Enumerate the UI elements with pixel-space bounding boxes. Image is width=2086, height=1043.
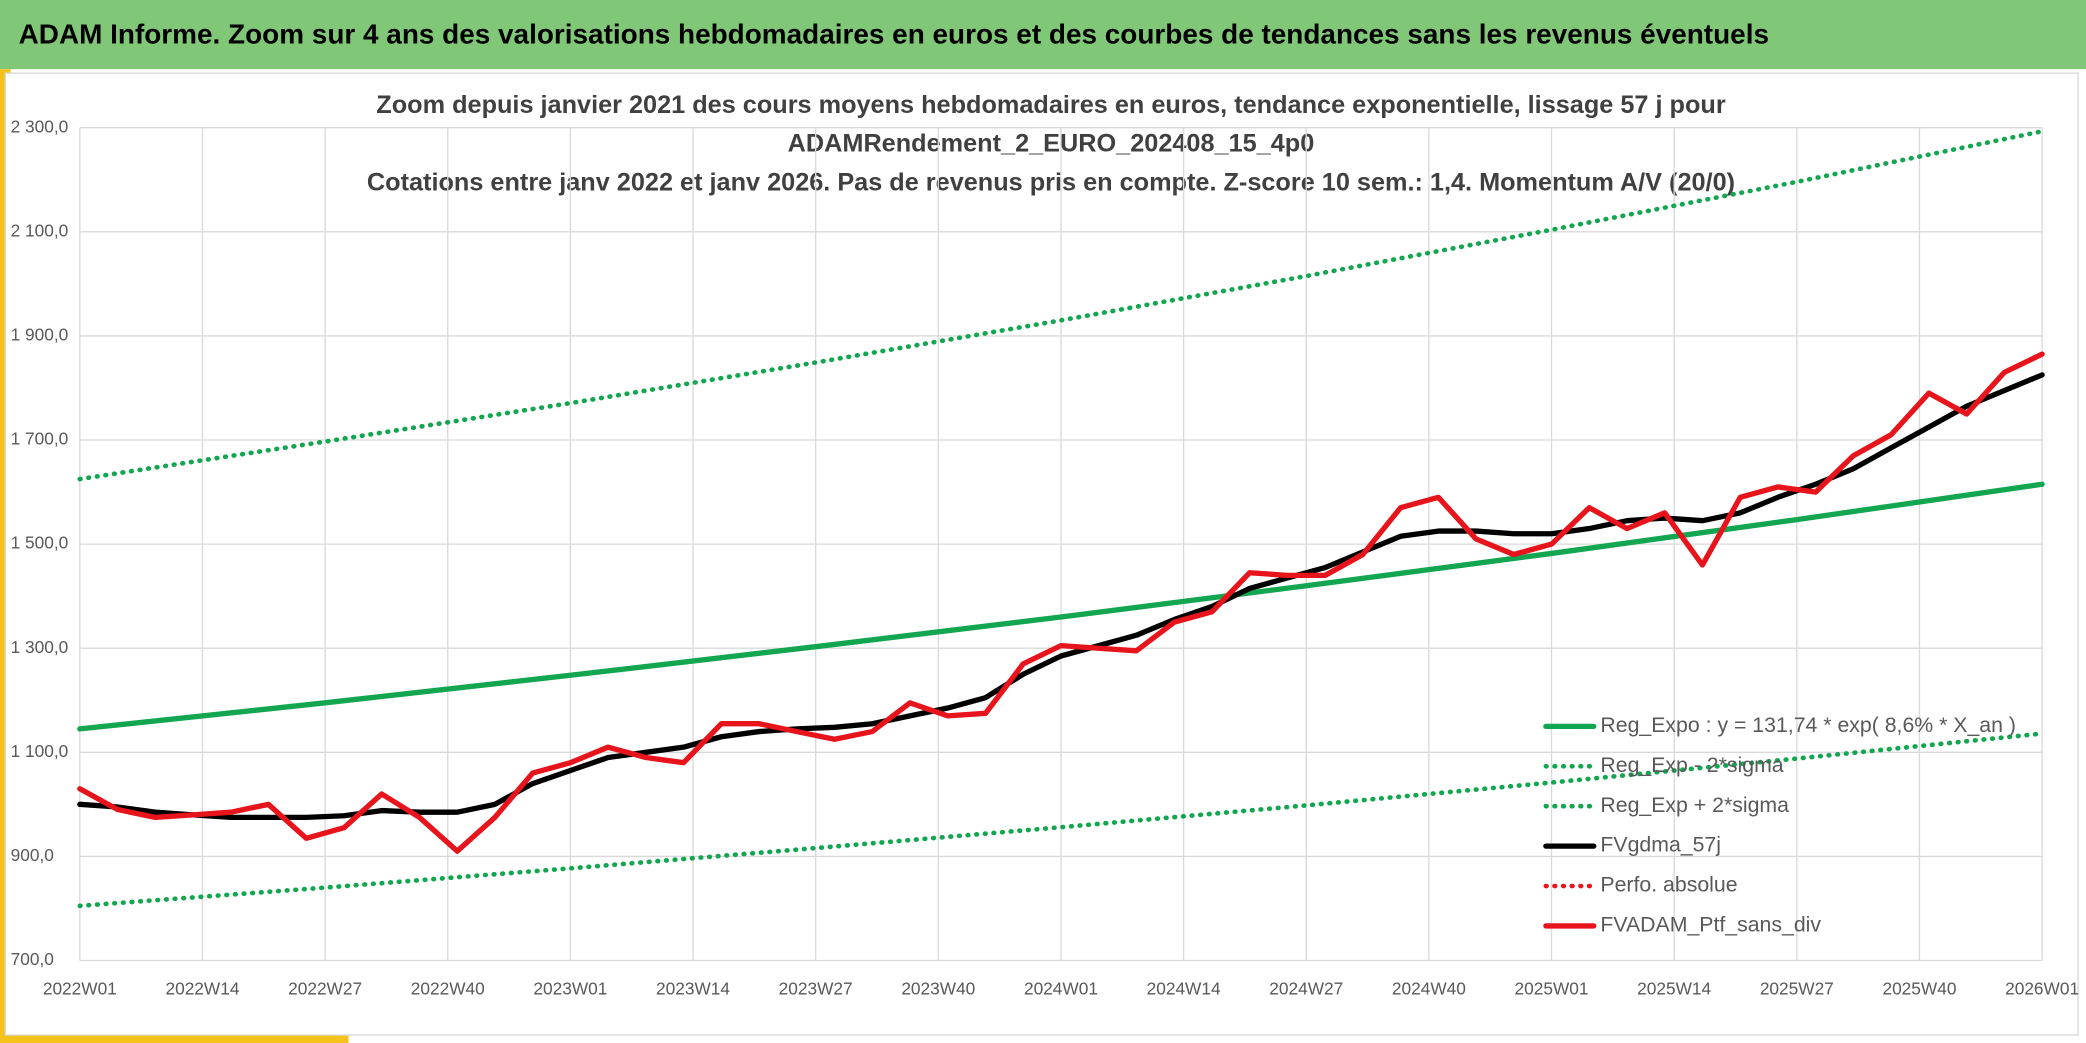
- legend-label: Reg_Expo : y = 131,74 * exp( 8,6% * X_an…: [1600, 713, 2016, 737]
- grid: 700,0 900,0 1 100,0 1 300,0 1 500,0 1 700,0 1 …: [11, 116, 2079, 998]
- x-tick-label: 2022W40: [411, 978, 485, 998]
- series-line: [77, 128, 2045, 482]
- x-tick-label: 2025W27: [1760, 978, 1834, 998]
- legend-label: FVgdma_57j: [1600, 833, 1721, 857]
- x-tick-label: 2024W27: [1269, 978, 1343, 998]
- series-line: [77, 731, 2045, 909]
- x-tick-label: 2025W40: [1882, 978, 1956, 998]
- x-tick-label: 2023W01: [533, 978, 607, 998]
- y-tick-label: 1 500,0: [11, 533, 69, 553]
- series-line: [77, 481, 2045, 732]
- x-tick-label: 2022W27: [288, 978, 362, 998]
- chart-title: ADAMRendement_2_EURO_202408_15_4p0: [788, 130, 1315, 158]
- y-tick-label: 900,0: [11, 845, 54, 865]
- x-tick-label: 2023W27: [779, 978, 853, 998]
- x-tick-label: 2024W40: [1392, 978, 1466, 998]
- x-tick-label: 2025W14: [1637, 978, 1711, 998]
- x-tick-label: 2024W14: [1147, 978, 1221, 998]
- x-tick-label: 2022W14: [165, 978, 239, 998]
- x-tick-label: 2022W01: [43, 978, 117, 998]
- x-tick-label: 2026W01: [2005, 978, 2079, 998]
- legend-label: Reg_Exp - 2*sigma: [1600, 753, 1783, 777]
- y-tick-label: 700,0: [11, 949, 54, 969]
- y-tick-label: 1 700,0: [11, 429, 69, 449]
- header-bar: [0, 0, 2086, 70]
- chart-title: Zoom depuis janvier 2021 des cours moyen…: [376, 91, 1726, 119]
- x-tick-label: 2025W01: [1515, 978, 1589, 998]
- chart-frame: [4, 72, 2079, 1036]
- y-tick-label: 1 300,0: [11, 637, 69, 657]
- legend: Reg_Expo : y = 131,74 * exp( 8,6% * X_an…: [1543, 713, 2016, 937]
- plot: [77, 128, 2045, 909]
- x-tick-label: 2023W14: [656, 978, 730, 998]
- legend-label: Reg_Exp + 2*sigma: [1600, 793, 1789, 817]
- series-line: [77, 351, 2045, 854]
- y-tick-label: 2 300,0: [11, 116, 69, 136]
- y-tick-label: 2 100,0: [11, 220, 69, 240]
- x-tick-label: 2023W40: [901, 978, 975, 998]
- legend-label: Perfo. absolue: [1600, 873, 1737, 897]
- y-tick-label: 1 100,0: [11, 741, 69, 761]
- accent: [0, 1035, 349, 1043]
- header-title: ADAM Informe. Zoom sur 4 ans des valoris…: [19, 18, 1769, 49]
- x-tick-label: 2024W01: [1024, 978, 1098, 998]
- y-tick-label: 1 900,0: [11, 324, 69, 344]
- chart-subtitle: Cotations entre janv 2022 et janv 2026. …: [367, 168, 1735, 196]
- legend-label: FVADAM_Ptf_sans_div: [1600, 913, 1821, 937]
